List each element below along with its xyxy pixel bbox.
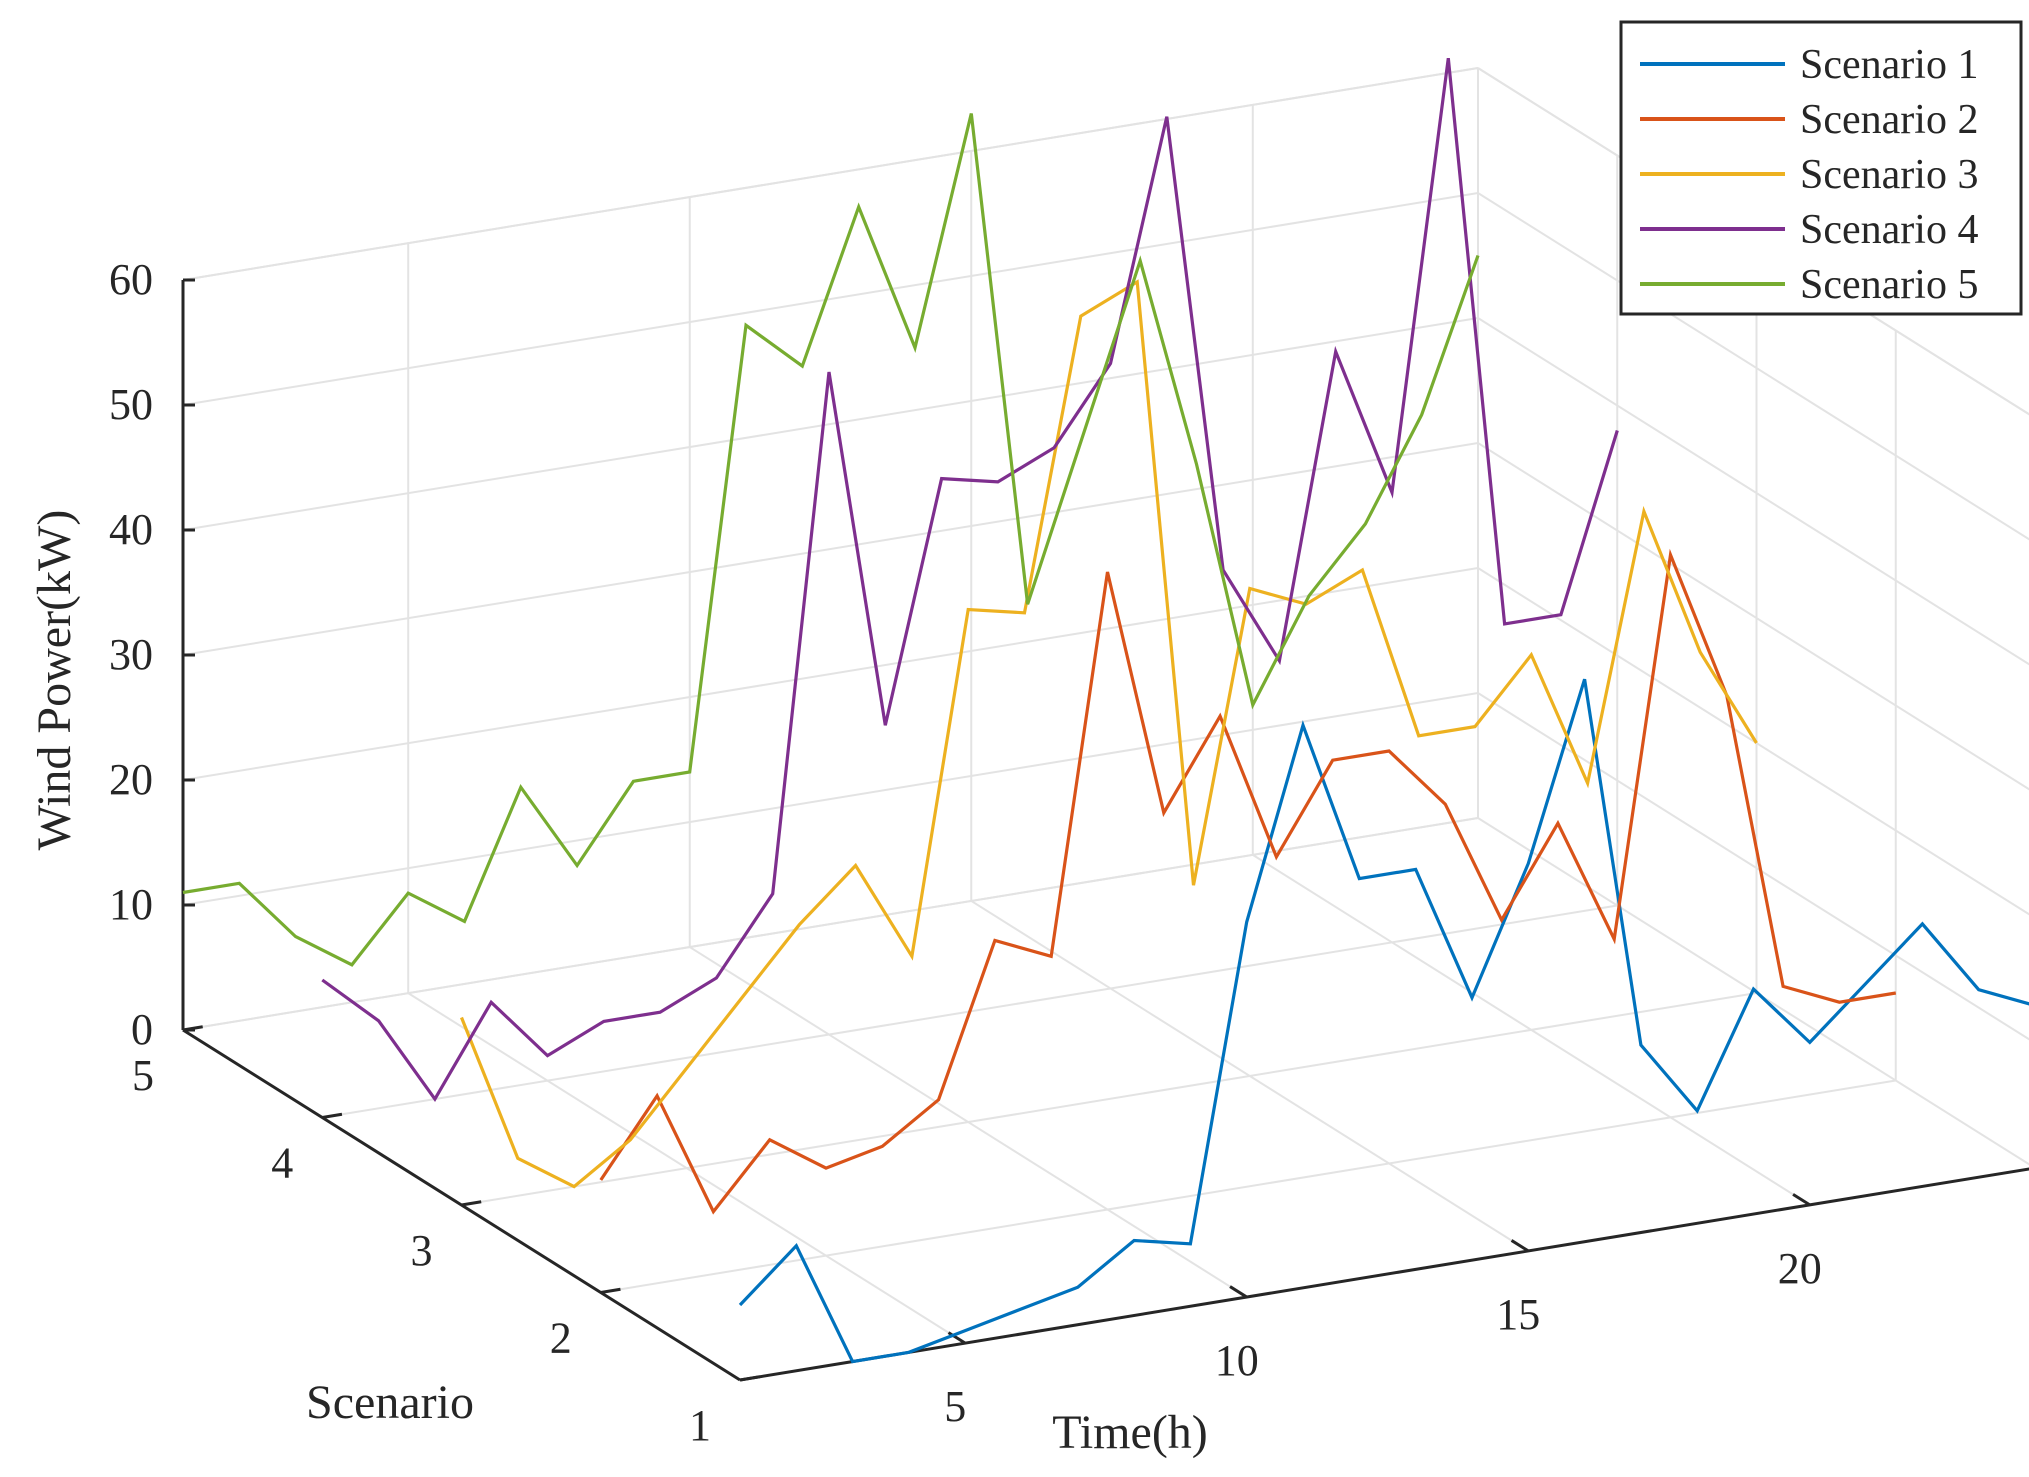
x-axis-line (739, 1167, 2029, 1382)
x-tick-label: 15 (1496, 1290, 1540, 1339)
z-tick-label: 10 (109, 880, 153, 929)
y-tick-label: 4 (271, 1139, 293, 1188)
z-tick-label: 0 (131, 1005, 153, 1054)
legend-label: Scenario 2 (1800, 97, 1978, 143)
y-tick-label: 2 (550, 1314, 572, 1363)
y-tick-mark (739, 1375, 760, 1382)
back-wall-grid-line (182, 192, 1479, 406)
y-axis-label: Scenario (306, 1376, 474, 1429)
y-tick-mark (322, 1112, 343, 1119)
legend-box (1619, 20, 2023, 316)
axis-layer: 0 10 20 30 40 50 60 1 2 3 4 5 5 10 15 20 (109, 255, 2029, 1450)
x-tick-mark (1510, 1239, 1530, 1253)
legend-label: Scenario 1 (1800, 42, 1978, 88)
legend-label: Scenario 3 (1800, 152, 1978, 198)
floor-grid-line (600, 1079, 1896, 1294)
y-tick-label: 5 (132, 1051, 154, 1100)
y-tick-mark (600, 1287, 621, 1294)
z-tick-label: 50 (109, 380, 153, 429)
z-tick-label: 30 (109, 630, 153, 679)
series-line-scenario-5 (182, 113, 1480, 967)
series-line-scenario-2 (599, 548, 1897, 1215)
back-wall-grid-line (182, 442, 1479, 656)
series-line-scenario-1 (738, 678, 2029, 1364)
x-tick-mark (1792, 1193, 1811, 1207)
series-layer (182, 57, 2029, 1364)
series-line-scenario-4 (321, 57, 1619, 1103)
floor-grid-line (461, 992, 1757, 1206)
z-tick-label: 60 (109, 255, 153, 304)
x-tick-mark (1229, 1285, 1248, 1299)
z-axis-label: Wind Power(kW) (28, 510, 81, 851)
grid-layer (182, 67, 2029, 1381)
back-wall-grid-line (182, 567, 1479, 781)
x-tick-label: 5 (944, 1382, 966, 1431)
x-tick-label: 20 (1778, 1244, 1822, 1293)
y-tick-label: 3 (411, 1226, 433, 1275)
floor-grid-line (182, 817, 1479, 1031)
legend-label: Scenario 5 (1800, 262, 1978, 308)
y-tick-label: 1 (689, 1401, 711, 1450)
back-wall-top-edge (182, 67, 1479, 281)
back-wall-grid-line (182, 692, 1479, 906)
back-wall-grid-line (182, 317, 1479, 531)
z-tick-label: 20 (109, 755, 153, 804)
legend: Scenario 1 Scenario 2 Scenario 3 Scenario 4… (1619, 20, 2023, 316)
x-axis-label: Time(h) (1052, 1406, 1208, 1459)
y-tick-mark (461, 1200, 482, 1207)
label-layer: Time(h) Scenario Wind Power(kW) (28, 510, 1208, 1459)
z-tick-label: 40 (109, 505, 153, 554)
legend-label: Scenario 4 (1800, 207, 1978, 253)
legend-items: Scenario 1 Scenario 2 Scenario 3 Scenario 4… (1640, 42, 1978, 308)
y-tick-mark (182, 1025, 203, 1032)
x-tick-label: 10 (1215, 1336, 1259, 1385)
series-line-scenario-3 (460, 279, 1758, 1189)
